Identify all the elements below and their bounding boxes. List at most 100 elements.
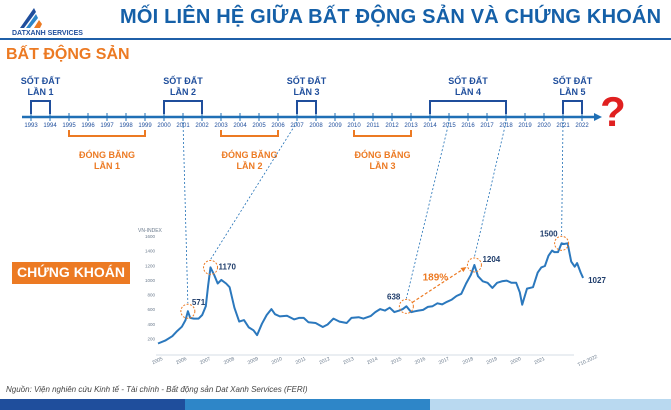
freeze-label-line2: LẦN 2 [236,161,262,171]
page-title: MỐI LIÊN HỆ GIỮA BẤT ĐỘNG SẢN VÀ CHỨNG K… [120,6,662,28]
x-tick-label: 2007 [199,356,212,366]
freeze-label-line1: ĐÓNG BĂNG [355,149,411,160]
timeline-year-label: 1995 [62,123,76,129]
freeze-label-line2: LẦN 3 [369,161,395,171]
fever-bracket [562,100,583,114]
timeline-arrow-icon [594,113,602,121]
timeline-year-label: 1994 [43,123,57,129]
fever-label-line1: SỐT ĐẤT [448,75,488,86]
timeline-year-label: 2010 [347,123,361,129]
peak-label: 1500 [540,229,558,238]
header-divider [0,38,671,40]
dashed-connector [210,121,298,260]
x-tick-label: 2010 [271,356,284,366]
timeline-year-label: 2011 [367,123,381,129]
x-tick-label: 2015 [390,356,403,366]
timeline-year-label: 2007 [290,123,304,129]
y-tick-label: 1000 [145,278,156,283]
timeline-year-label: 1996 [81,123,95,129]
vnindex-series-line [157,242,585,345]
y-tick-label: 400 [147,322,155,327]
footer-segment-1 [0,399,185,410]
x-tick-label: 2012 [318,356,331,366]
y-tick-label: 800 [147,293,155,298]
fever-bracket [163,100,203,114]
y-tick-label: 1600 [145,234,156,239]
timeline-year-label: 2009 [328,123,342,129]
fever-bracket [429,100,507,114]
timeline-year-label: 2006 [271,123,285,129]
growth-label: 189% [423,273,449,284]
timeline-year-label: 2000 [157,123,171,129]
timeline-year-label: 2017 [480,123,494,129]
freeze-bracket [68,130,146,137]
timeline-year-label: 2014 [423,123,437,129]
timeline-year-label: 1997 [100,123,114,129]
footer-bar [0,399,671,410]
timeline-year-label: 2002 [195,123,209,129]
x-tick-label: 2005 [151,356,164,366]
timeline-year-label: 2013 [404,123,418,129]
peak-marker [203,259,219,275]
x-tick-label: T10.2022 [577,354,599,368]
x-tick-label: 2006 [175,356,188,366]
timeline-year-label: 2021 [556,123,570,129]
fever-label-line1: SỐT ĐẤT [163,75,203,86]
fever-label-line1: SỐT ĐẤT [287,75,327,86]
freeze-label-line1: ĐÓNG BĂNG [222,149,278,160]
peak-label: 638 [387,292,401,301]
peak-marker [180,303,196,319]
x-tick-label: 2008 [223,356,236,366]
peak-marker [466,257,482,273]
footer-segment-3 [430,399,671,410]
timeline-year-label: 1998 [119,123,133,129]
fever-bracket [30,100,51,114]
timeline-year-label: 2018 [499,123,513,129]
peak-label: 1170 [219,262,237,271]
timeline-year-label: 2004 [233,123,247,129]
y-tick-label: 200 [147,336,155,341]
fever-bracket [296,100,317,114]
y-tick-label: 600 [147,307,155,312]
y-tick-label: 1400 [145,249,156,254]
x-tick-label: 2021 [533,356,546,366]
fever-label-line1: SỐT ĐẤT [21,75,61,86]
freeze-label-line1: ĐÓNG BĂNG [79,149,135,160]
timeline-year-label: 2019 [518,123,532,129]
timeline-year-label: 1993 [24,123,38,129]
peak-label: 571 [192,298,206,307]
y-axis-title: VN-INDEX [138,228,163,234]
x-tick-label: 2018 [462,356,475,366]
timeline-year-label: 2022 [575,123,589,129]
section-real-estate-title: BẤT ĐỘNG SẢN [6,46,130,63]
dashed-connector [561,121,564,236]
timeline-year-label: 2020 [537,123,551,129]
peak-marker [554,235,570,251]
brand-logo: DATXANH SERVICES [8,6,83,37]
timeline-year-label: 1999 [138,123,152,129]
timeline-year-label: 2015 [442,123,456,129]
freeze-label-line2: LẦN 1 [94,161,120,171]
timeline-and-chart: 1993 1994 1995 1996 1997 1998 1999 2000 200 1 200 2… [21,75,607,368]
freeze-bracket [353,130,412,137]
fever-label-line1: SỐT ĐẤT [553,75,593,86]
x-tick-label: 2016 [414,356,427,366]
x-tick-label: 2020 [510,356,523,366]
fever-label-line2: LẦN 5 [559,87,585,97]
timeline-year-label: 2003 [214,123,228,129]
x-tick-label: 2013 [342,356,355,366]
source-note: Nguồn: Viện nghiên cứu Kinh tế - Tài chí… [6,385,308,394]
question-mark: ? [600,88,626,135]
x-tick-label: 2019 [486,356,499,366]
y-tick-label: 1200 [145,263,156,268]
peak-label: 1204 [482,255,500,264]
peak-marker [398,298,414,314]
x-tick-label: 2014 [366,356,379,366]
fever-label-line2: LẦN 1 [27,87,53,97]
logo-mark-icon [20,8,42,28]
section-stocks-badge: CHỨNG KHOÁN [12,262,130,284]
section-stocks-title: CHỨNG KHOÁN [16,264,126,280]
fever-label-line2: LẦN 3 [293,87,319,97]
timeline-year-label: 2012 [385,123,399,129]
dashed-connector [474,121,507,258]
